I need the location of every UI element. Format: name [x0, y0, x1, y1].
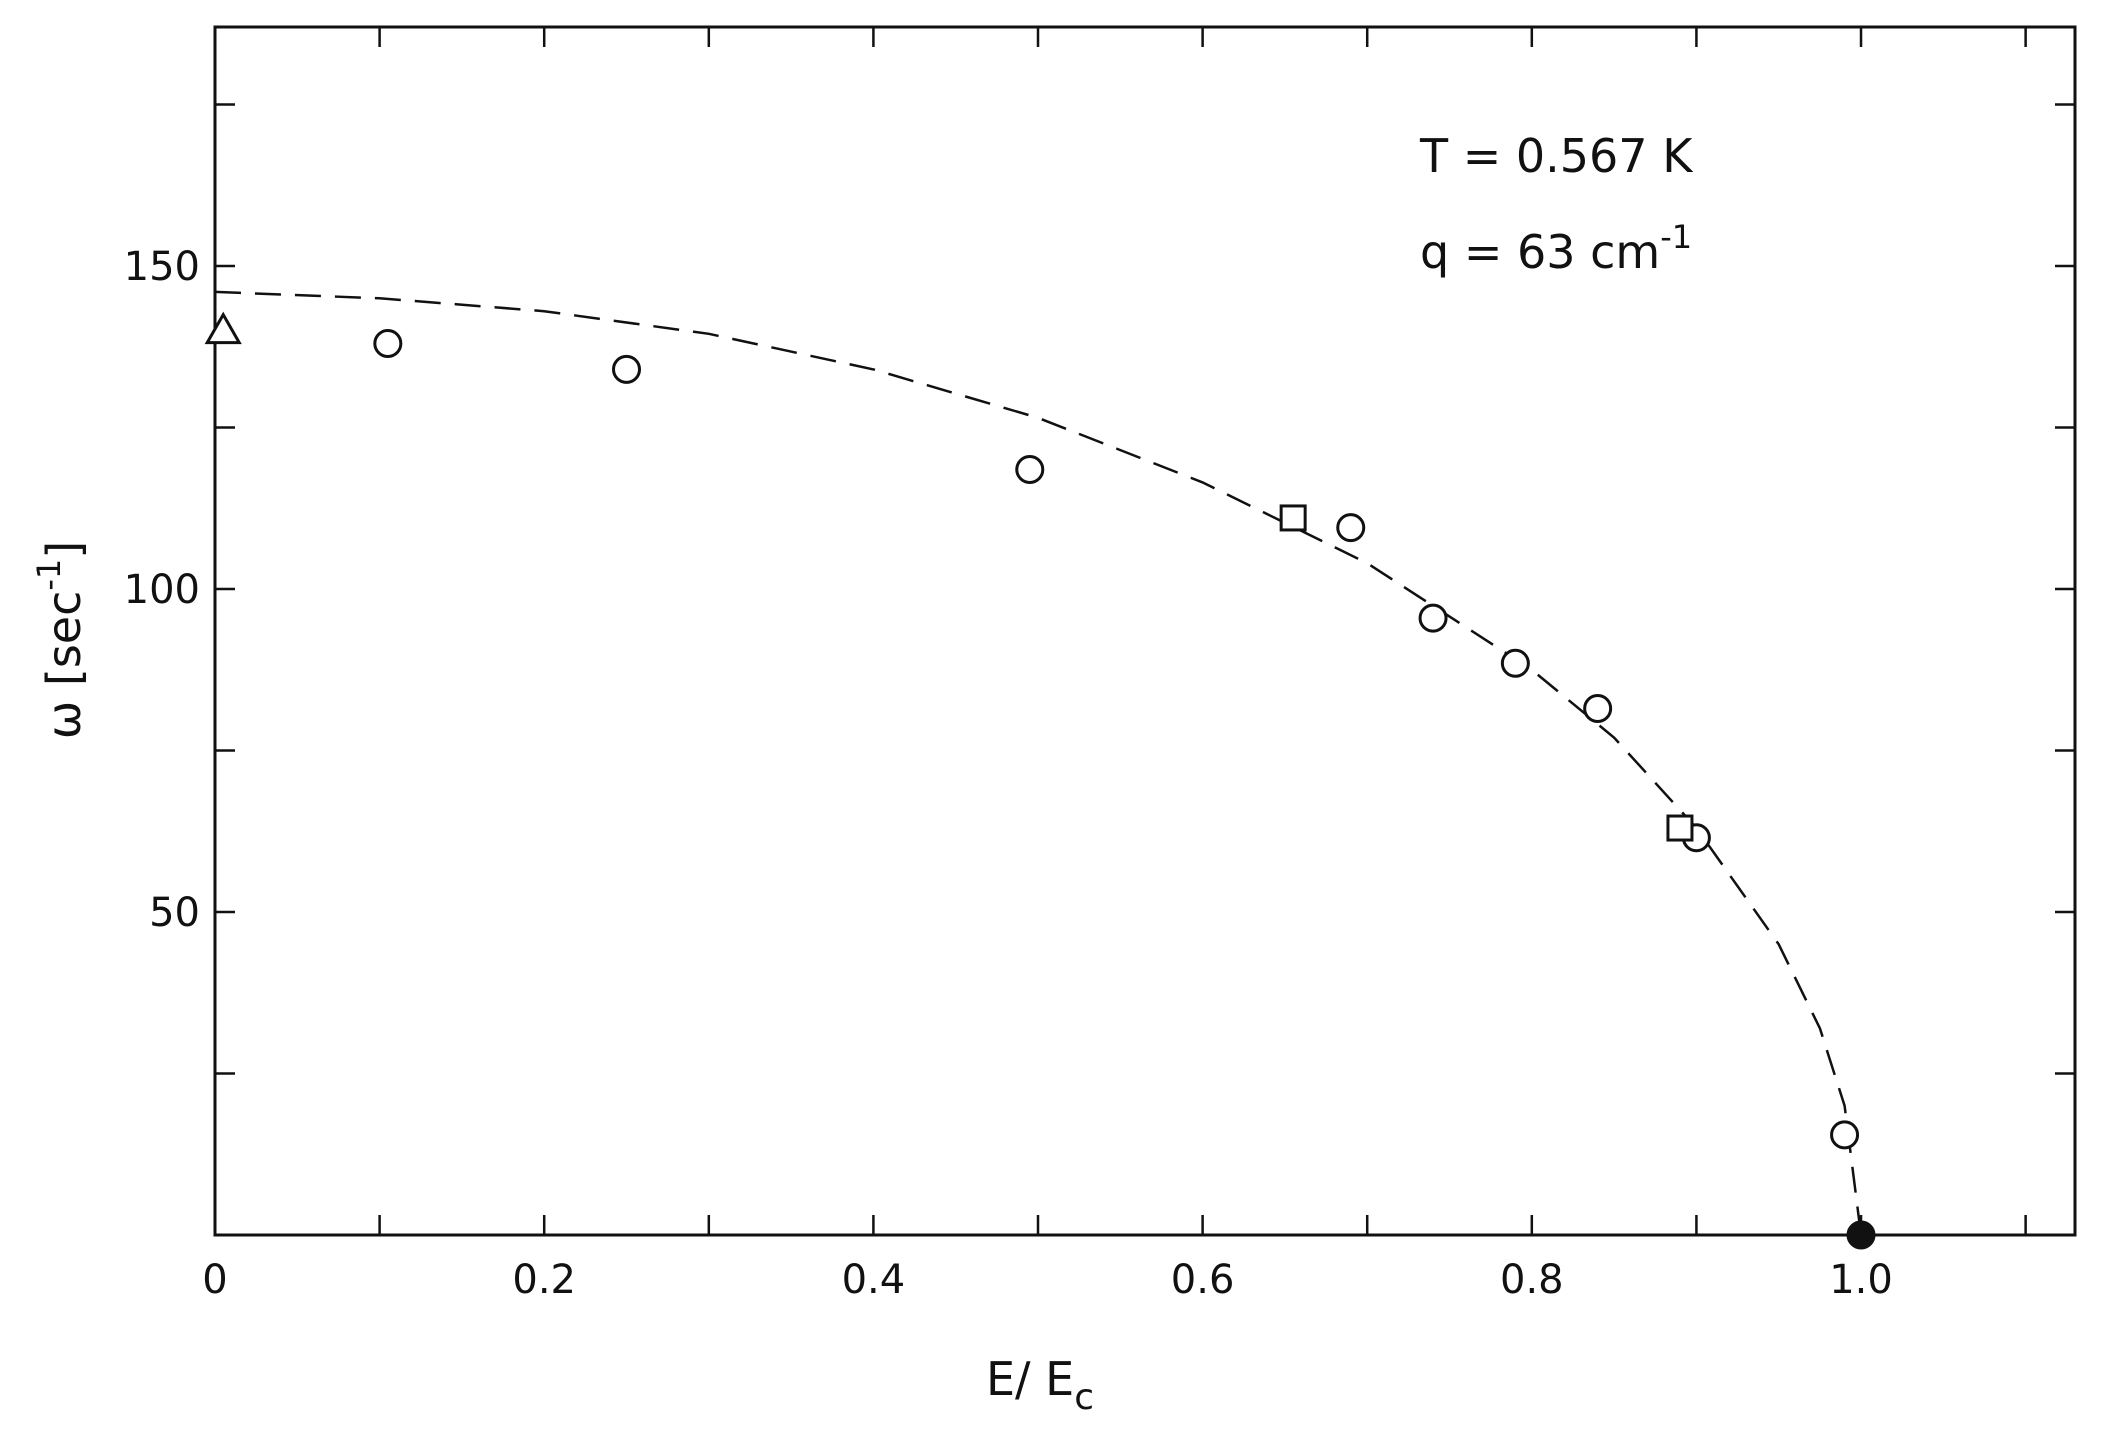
x-tick-label-4: 0.8 [1500, 1257, 1564, 1303]
y-tick-label-2: 150 [124, 244, 200, 290]
x-tick-label-3: 0.6 [1171, 1257, 1235, 1303]
data-points [204, 311, 1876, 1250]
circle-open-point-6 [1583, 694, 1613, 724]
x-tick-label-1: 0.2 [512, 1257, 576, 1303]
circle-open-point-8 [1830, 1120, 1860, 1150]
x-axis-title: E/ Ec [986, 1352, 1094, 1418]
y-tick-label-1: 100 [124, 567, 200, 613]
axis-ticks [213, 27, 2075, 1237]
y-axis-title-sup: -1 [30, 559, 68, 591]
circle-open-point-0 [373, 329, 403, 359]
square-open-point-0 [1279, 504, 1307, 532]
circle-open-point-2 [1015, 455, 1045, 485]
x-tick-label-0: 0 [202, 1257, 227, 1303]
tick-labels: 0 0.2 0.4 0.6 0.8 1.0 50 100 150 [124, 244, 1893, 1303]
x-tick-label-5: 1.0 [1829, 1257, 1893, 1303]
y-axis-title-main: ω [sec [37, 591, 91, 740]
triangle-open-point-0 [204, 311, 242, 345]
circle-open-point-4 [1418, 603, 1448, 633]
y-axis-title: ω [sec-1] [30, 541, 91, 740]
plot-frame [213, 25, 2077, 1237]
square-open-point-1 [1666, 814, 1694, 842]
x-axis-title-sub: c [1074, 1377, 1094, 1418]
annotation-wavenumber: q = 63 cm-1 [1420, 218, 1692, 279]
annotation-temperature: T = 0.567 K [1419, 129, 1694, 183]
annotation-wavenumber-text: q = 63 cm [1420, 225, 1660, 279]
x-tick-label-2: 0.4 [842, 1257, 906, 1303]
circle-open-point-3 [1336, 513, 1366, 543]
annotation-wavenumber-sup: -1 [1660, 218, 1692, 256]
circle-open-point-1 [612, 354, 642, 384]
circle-open-point-5 [1500, 648, 1530, 678]
x-axis-title-main: E/ E [986, 1352, 1074, 1406]
y-tick-label-0: 50 [149, 890, 200, 936]
fit-curve [214, 290, 1863, 1236]
circle-filled-point-0 [1846, 1220, 1876, 1250]
y-axis-title-close: ] [37, 541, 91, 559]
